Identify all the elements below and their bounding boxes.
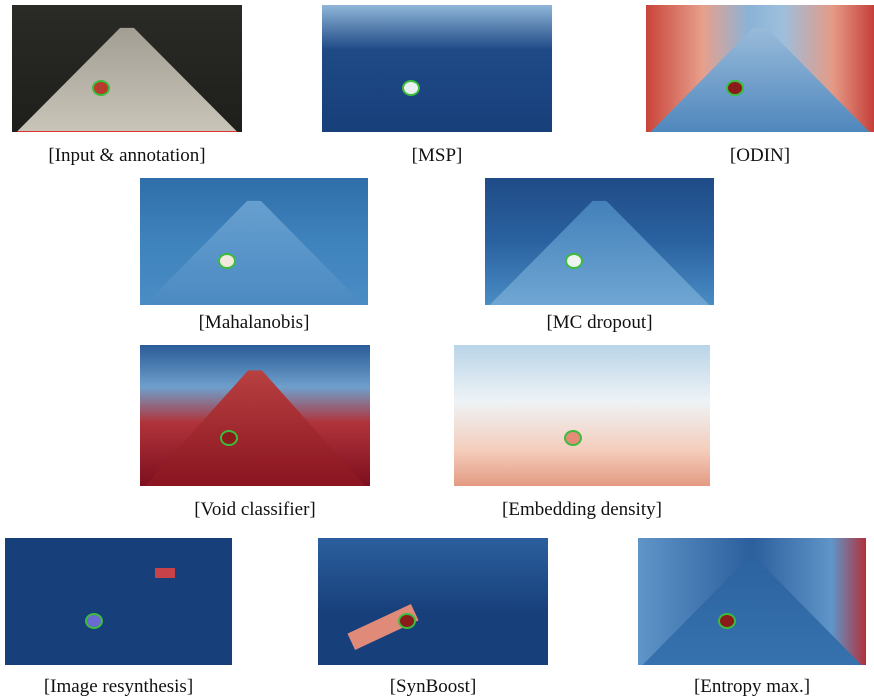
caption: [Embedding density] [454,499,710,521]
caption: [ODIN] [646,145,874,167]
caption: [SynBoost] [318,676,548,698]
caption: [Mahalanobis] [140,312,368,334]
image-odin [646,5,874,132]
image-entropy-max [638,538,866,665]
image-synboost [318,538,548,665]
caption: [Void classifier] [140,499,370,521]
caption: [Input & annotation] [12,145,242,167]
caption: [MC dropout] [485,312,714,334]
image-msp [322,5,552,132]
image-mahalanobis [140,178,368,305]
image-void-classifier [140,345,370,486]
image-resynthesis [5,538,232,665]
caption: [Image resynthesis] [5,676,232,698]
figure: [Input & annotation] [MSP] [ODIN] [Mahal… [0,0,874,700]
image-embedding-density [454,345,710,486]
image-input [12,5,242,132]
caption: [Entropy max.] [638,676,866,698]
image-mc-dropout [485,178,714,305]
caption: [MSP] [322,145,552,167]
